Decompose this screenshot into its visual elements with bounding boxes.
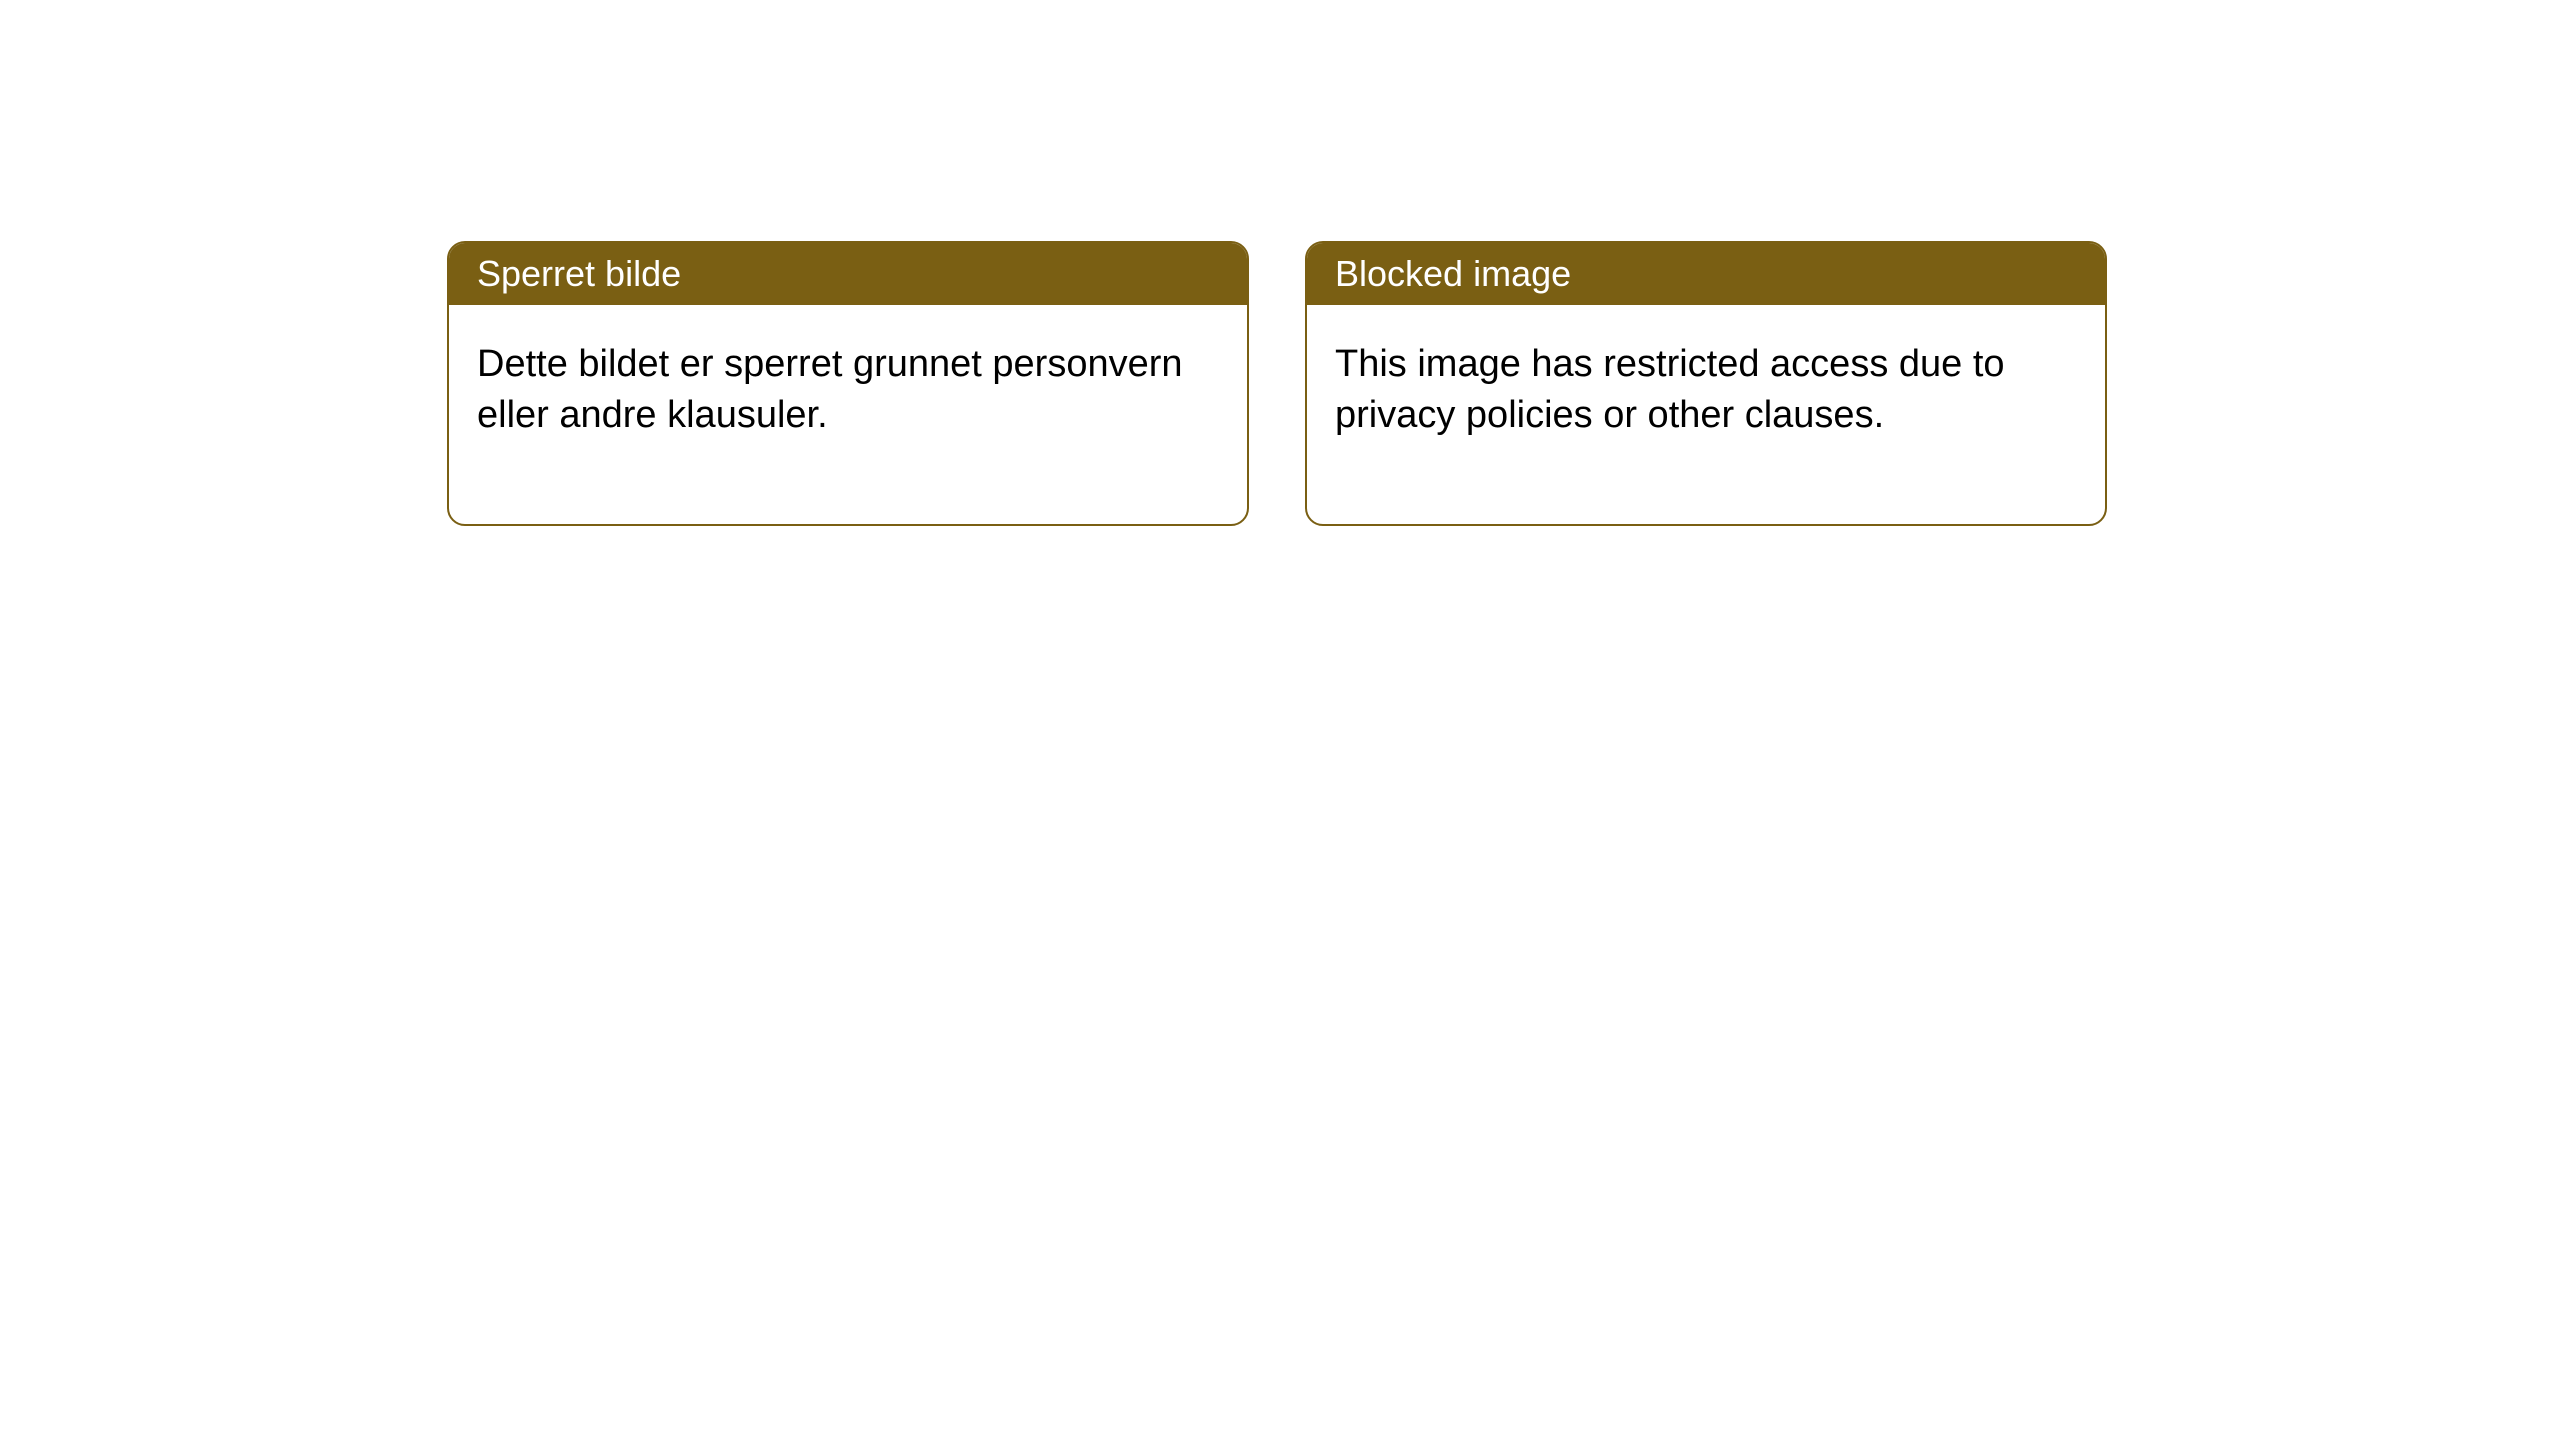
card-header: Blocked image [1307,243,2105,305]
notice-cards-container: Sperret bilde Dette bildet er sperret gr… [0,0,2560,526]
card-header: Sperret bilde [449,243,1247,305]
card-body: This image has restricted access due to … [1307,305,2105,524]
card-body-text: Dette bildet er sperret grunnet personve… [477,343,1183,436]
card-title: Sperret bilde [477,253,681,294]
card-title: Blocked image [1335,253,1571,294]
card-body-text: This image has restricted access due to … [1335,343,2005,436]
notice-card-english: Blocked image This image has restricted … [1305,241,2107,526]
card-body: Dette bildet er sperret grunnet personve… [449,305,1247,524]
notice-card-norwegian: Sperret bilde Dette bildet er sperret gr… [447,241,1249,526]
